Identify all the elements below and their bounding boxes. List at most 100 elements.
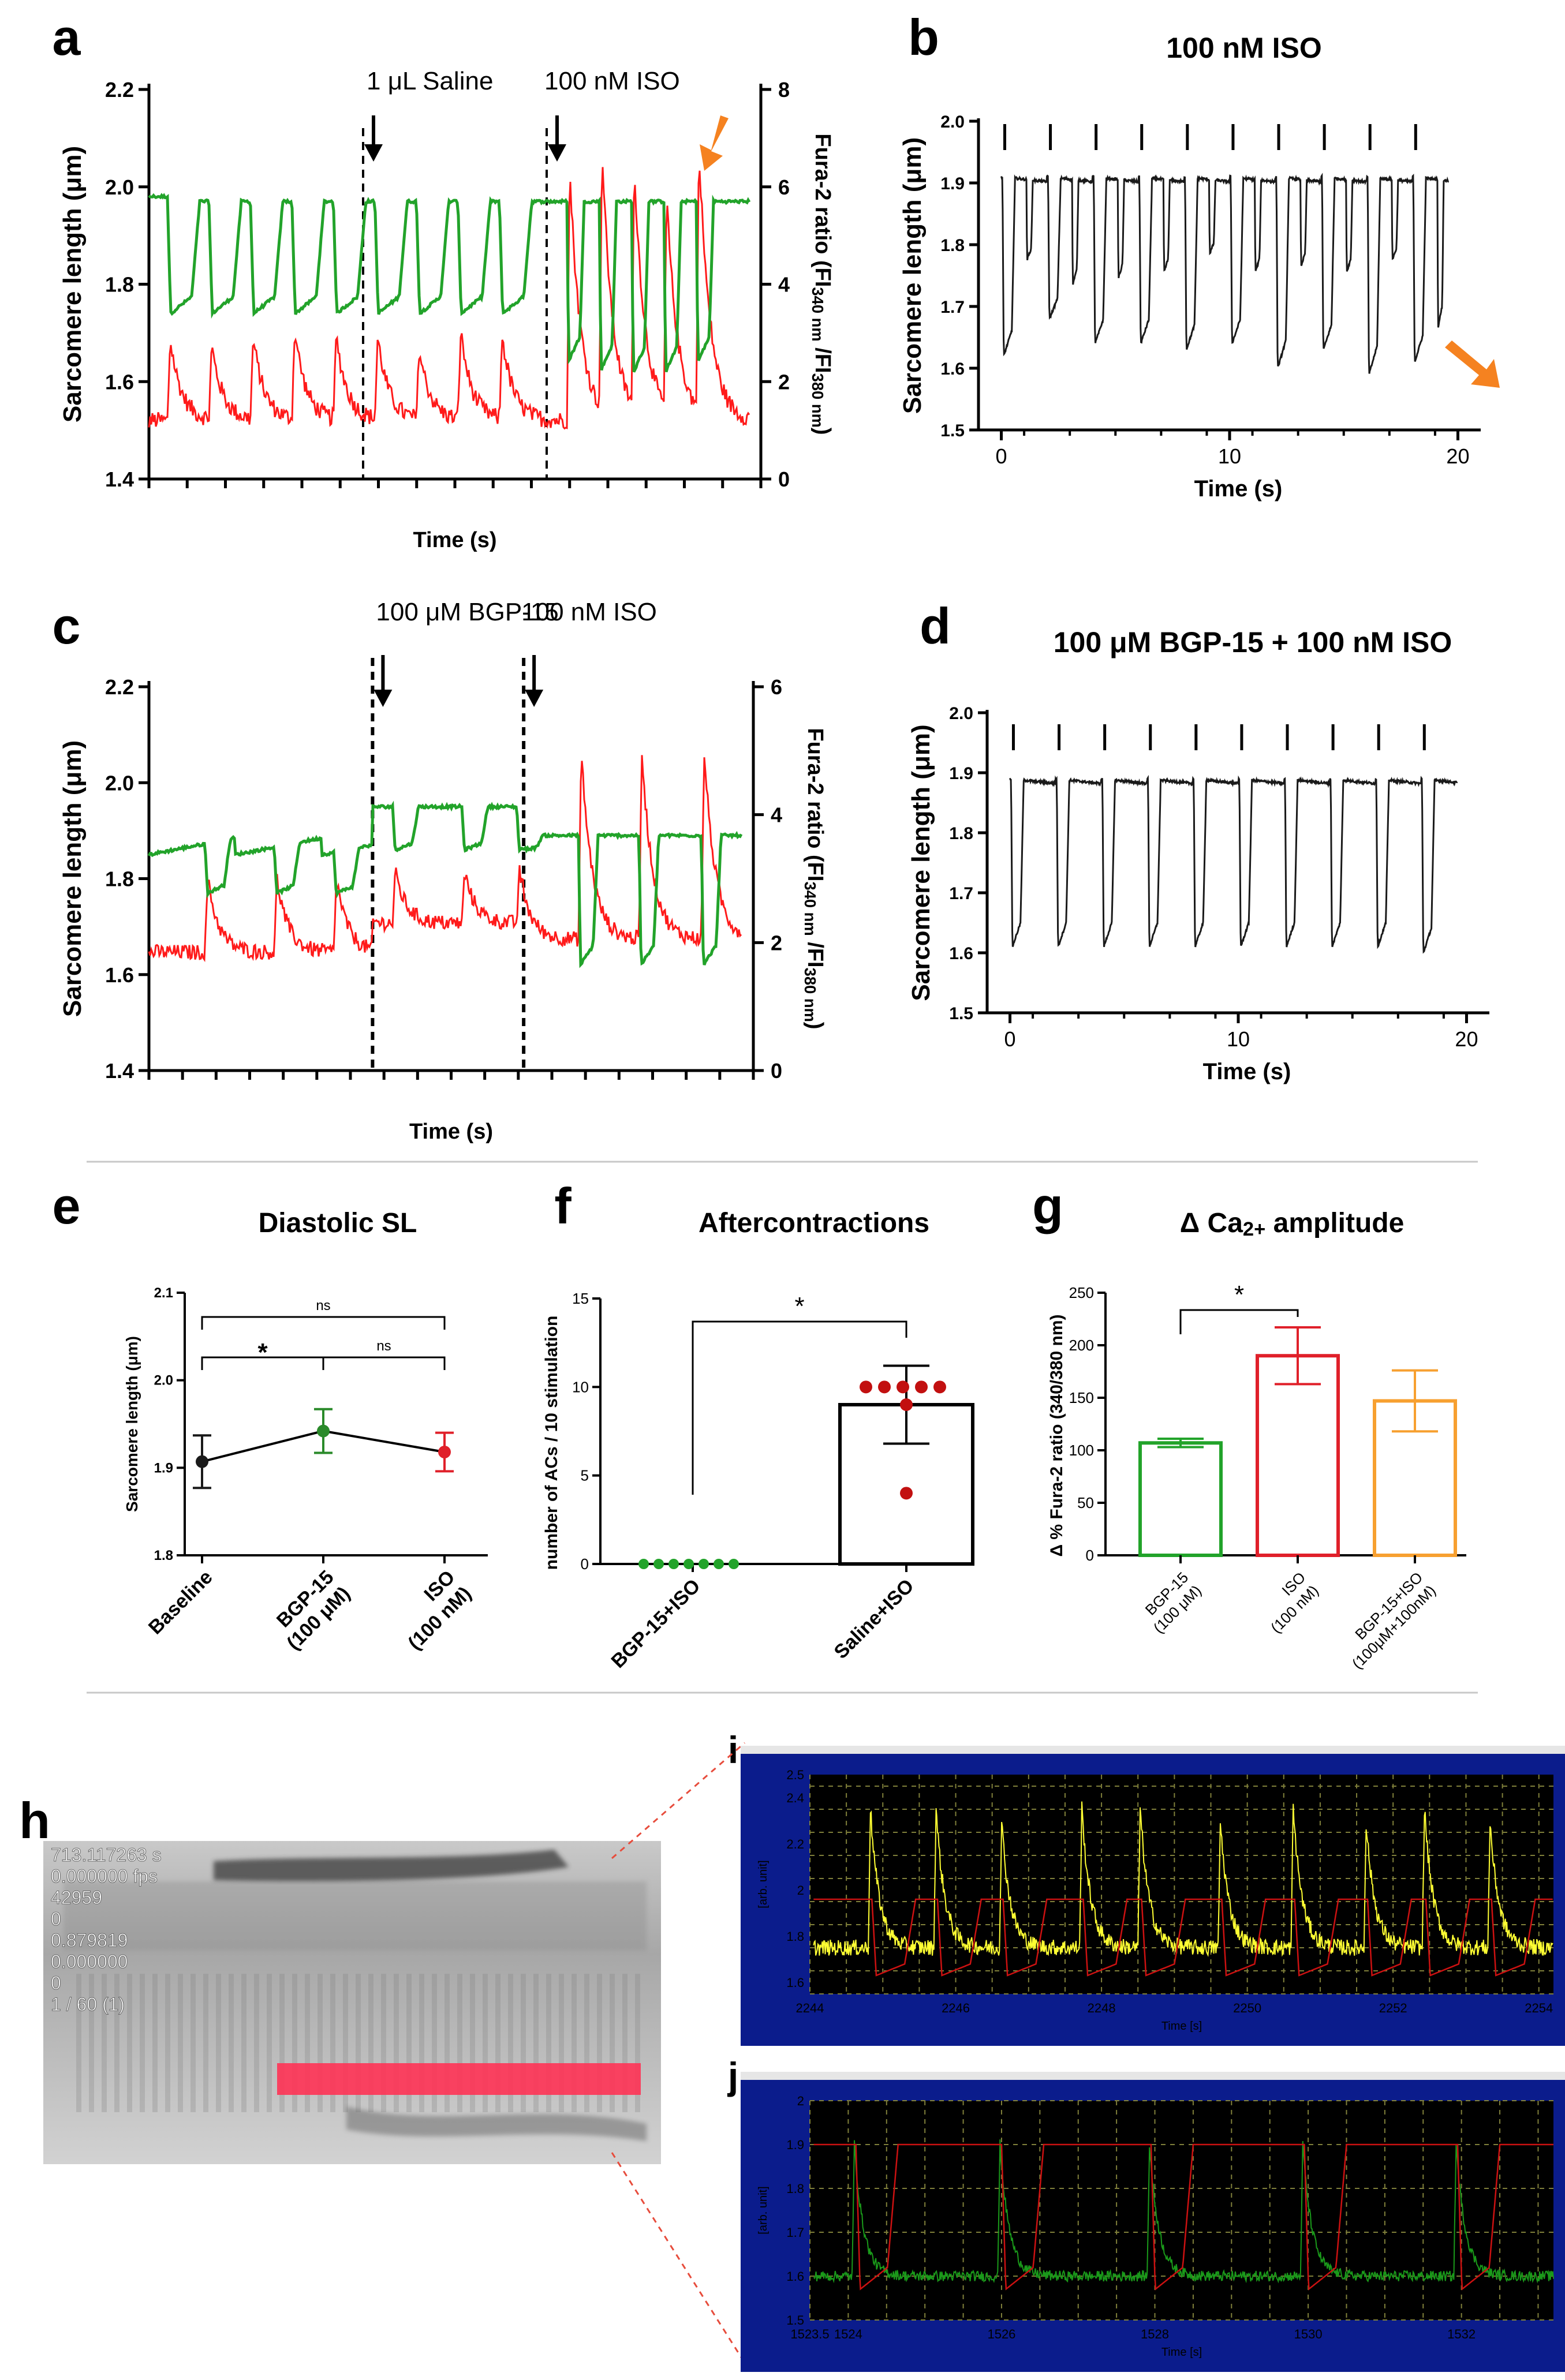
y-tick-label: 1.6 <box>786 2269 804 2284</box>
panel-label-c: c <box>53 597 81 654</box>
bar <box>1256 1354 1340 1557</box>
y-tick-label: 1.4 <box>105 467 134 491</box>
zoom-connector-top <box>611 1742 745 1859</box>
x-tick-label: 1523.5 <box>790 2327 829 2341</box>
overlay-readout: 0.000000 <box>51 1951 128 1972</box>
data-point <box>714 1559 724 1569</box>
y2-axis-title-part: 380 nm <box>809 373 827 428</box>
y2-tick-label: 8 <box>778 78 790 102</box>
overlay-readout: 713.117263 s <box>51 1844 162 1865</box>
y-tick-label: 1.5 <box>949 1004 973 1023</box>
sarcomere-length-line <box>813 1898 1553 1977</box>
x-tick-label: 1524 <box>834 2327 862 2341</box>
panel-f-aftercontractions-chart: Aftercontractions 0 5 10 15 number of ACs / 1… <box>542 1208 974 1672</box>
y-tick-label: 2.0 <box>105 771 134 795</box>
cell-edge-shadow <box>214 1850 569 1881</box>
x-tick-label-group: ISO(100 nM) <box>1267 1569 1322 1636</box>
y-tick-label: 250 <box>1069 1284 1094 1301</box>
drug-arrow-head <box>548 144 566 162</box>
y-tick-label: 5 <box>581 1467 589 1484</box>
y2-axis-title-part: /FI <box>803 936 827 968</box>
drug-arrow-head <box>364 144 383 162</box>
x-tick-label: 2250 <box>1233 2001 1261 2015</box>
x-tick-label: Baseline <box>144 1566 217 1639</box>
y2-axis-title-part: Fura-2 ratio (FI <box>803 728 827 881</box>
y-tick-label: 2.2 <box>105 78 134 102</box>
y-tick-label: 1.8 <box>940 236 965 255</box>
y-tick-label: 1.4 <box>105 1059 134 1083</box>
fura2-ratio-line <box>148 755 742 963</box>
panel-i-recording-window: 2244 2246 2248 2250 2252 2254 1.6 1.8 2 2.2 2.4 2.5… <box>741 1746 1565 2046</box>
y-tick-label: 2.2 <box>105 675 134 699</box>
y-tick-label: 2 <box>797 1883 804 1898</box>
panel-label-g: g <box>1032 1177 1063 1234</box>
x-tick-label-group: BGP-15+ISO(100μM+100nM) <box>1349 1569 1439 1672</box>
y-tick-label: 2.2 <box>786 1837 804 1851</box>
y-axis-title: [arb. unit] <box>757 1860 770 1908</box>
acquisition-overlay: 713.117263 s0.000000 fps4295900.8798190.… <box>51 1844 162 2015</box>
fura2-ratio-line <box>148 167 750 430</box>
y-tick-label: 15 <box>572 1290 589 1307</box>
significance-label: ns <box>376 1338 391 1354</box>
data-point <box>638 1559 649 1569</box>
x-tick-label: 20 <box>1446 444 1469 468</box>
window-title-bar <box>741 1746 1565 1754</box>
panel-label-e: e <box>53 1177 81 1234</box>
y2-tick-label: 4 <box>771 803 782 827</box>
panel-d-bgp15-iso-trace: 100 μM BGP-15 + 100 nM ISO 1.5 1.6 1.7 1.8 1.… <box>907 626 1489 1084</box>
y-tick-label: 2.0 <box>105 175 134 199</box>
highlight-arrow <box>1445 340 1500 388</box>
chart-title: Δ Ca2+ amplitude <box>1180 1208 1405 1240</box>
y-tick-label: 1.6 <box>105 963 134 987</box>
significance-label: * <box>794 1292 804 1320</box>
x-axis-title: Time (s) <box>409 1120 493 1144</box>
x-tick-label: 1528 <box>1141 2327 1169 2341</box>
y-tick-label: 1.6 <box>105 370 134 394</box>
y-tick-label: 1.8 <box>786 1929 804 1944</box>
sarcomere-length-line <box>813 2143 1553 2291</box>
y-tick-label: 100 <box>1069 1442 1094 1459</box>
x-tick-label-group: Saline+ISO <box>830 1575 918 1663</box>
y-tick-label: 0 <box>1086 1547 1094 1564</box>
significance-bracket <box>201 1316 446 1330</box>
chart-title: Aftercontractions <box>699 1208 929 1238</box>
significance-label: * <box>1234 1281 1244 1309</box>
significance-label: * <box>257 1338 268 1367</box>
y-axis-title: [arb. unit] <box>757 2186 770 2234</box>
x-tick-label: 10 <box>1218 444 1241 468</box>
drug-label: 100 nM ISO <box>521 598 657 626</box>
x-tick-label: 2254 <box>1525 2001 1553 2015</box>
data-point <box>196 1455 208 1468</box>
data-point <box>653 1559 664 1569</box>
y2-axis-title-part: Fura-2 ratio (FI <box>810 133 835 287</box>
drug-label: 1 μL Saline <box>367 67 493 95</box>
data-point <box>317 1424 330 1438</box>
y-tick-label: 1.9 <box>940 174 965 193</box>
overlay-readout: 0 <box>51 1909 61 1929</box>
plot-area <box>810 1775 1553 1994</box>
chart-title: Diastolic SL <box>259 1208 417 1238</box>
y-tick-label: 1.8 <box>105 273 134 297</box>
data-point <box>900 1398 913 1411</box>
y-tick-label: 1.7 <box>940 298 965 317</box>
data-point <box>915 1380 928 1394</box>
x-tick-label: 0 <box>1004 1027 1016 1051</box>
data-point <box>699 1559 709 1569</box>
overlay-readout: 1 / 60 (1) <box>51 1994 125 2015</box>
y-axis-title: Δ % Fura-2 ratio (340/380 nm) <box>1047 1314 1066 1556</box>
panel-label-h: h <box>19 1792 50 1849</box>
y-tick-label: 1.6 <box>940 360 965 379</box>
y2-axis-title-part: 340 nm <box>801 881 819 935</box>
panel-label-f: f <box>554 1177 572 1234</box>
panel-a-sarcomere-fura-trace: 1.4 1.6 1.8 2.0 2.2 0 2 4 6 8 Time (s) Sarcomere le… <box>58 67 835 552</box>
panel-e-diastolic-sl-chart: Diastolic SL 1.8 1.9 2.0 2.1 Sarcomere length… <box>123 1208 488 1654</box>
y2-axis-title-part: 380 nm <box>801 968 819 1022</box>
significance-bracket <box>1179 1309 1299 1334</box>
data-point <box>933 1380 946 1394</box>
y-tick-label: 1.6 <box>786 1975 804 1990</box>
panel-label-i: i <box>728 1728 738 1771</box>
data-point <box>900 1487 913 1500</box>
y-axis-title: Sarcomere length (μm) <box>907 724 935 1001</box>
